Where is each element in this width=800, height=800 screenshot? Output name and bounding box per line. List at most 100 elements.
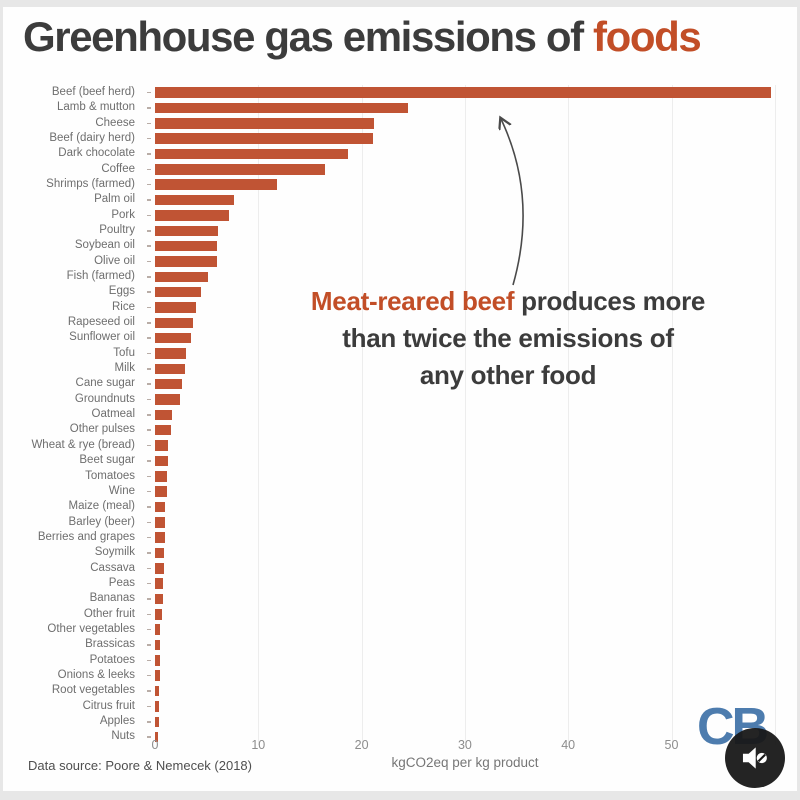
bar <box>155 348 186 359</box>
bar-row: Other pulses <box>3 423 797 438</box>
category-label: Dark chocolate <box>58 147 135 160</box>
bar <box>155 378 182 390</box>
annotation-line-1: Meat-reared beef produces more <box>228 283 788 320</box>
bar <box>155 486 168 497</box>
bar <box>155 701 159 712</box>
gridline <box>361 85 363 745</box>
y-axis-tick <box>147 352 151 355</box>
x-tick-label: 0 <box>151 738 159 752</box>
y-axis-tick <box>147 444 151 447</box>
y-axis-tick <box>147 398 151 401</box>
y-axis-tick <box>147 582 151 585</box>
category-label: Wine <box>108 484 135 497</box>
x-tick-label: 30 <box>457 738 472 752</box>
y-axis-tick <box>147 260 151 263</box>
bar <box>155 731 159 743</box>
bar-row: Barley (beer) <box>3 515 797 530</box>
y-axis-tick <box>147 306 151 309</box>
bar-row: Cheese <box>3 116 797 131</box>
category-label: Cassava <box>90 561 135 574</box>
bar <box>155 332 192 344</box>
bar-row: Fish (farmed) <box>3 269 797 284</box>
category-label: Wheat & rye (bread) <box>31 438 135 451</box>
bar-row: Other vegetables <box>3 622 797 637</box>
category-label: Peas <box>108 576 135 589</box>
bar <box>155 164 326 175</box>
y-axis-tick <box>147 536 151 539</box>
gridline <box>671 85 673 745</box>
bar <box>155 363 185 375</box>
bar-row: Nuts <box>3 729 797 744</box>
speaker-muted-icon <box>742 747 767 769</box>
annotation-arrow-icon <box>483 107 524 286</box>
bar <box>155 194 234 206</box>
bar-row: Beef (beef herd) <box>3 85 797 100</box>
y-axis-tick <box>147 721 151 723</box>
bar <box>155 225 218 237</box>
y-axis-tick <box>147 168 151 171</box>
bar-row: Beet sugar <box>3 453 797 468</box>
category-label: Coffee <box>101 162 135 175</box>
bar-row: Other fruit <box>3 607 797 622</box>
y-axis-tick <box>147 598 151 600</box>
bar-row: Peas <box>3 576 797 591</box>
annotation-highlight: Meat-reared beef <box>310 286 515 316</box>
bar <box>155 639 161 651</box>
annotation-line-3: any other food <box>419 360 597 390</box>
x-tick-label: 10 <box>251 738 266 752</box>
category-label: Beet sugar <box>79 454 135 467</box>
y-axis-tick <box>147 644 151 646</box>
gridline <box>774 85 776 745</box>
bar-row: Wine <box>3 484 797 499</box>
bar <box>155 670 160 681</box>
y-axis-tick <box>147 705 151 708</box>
bar-row: Dark chocolate <box>3 146 797 161</box>
category-label: Other fruit <box>83 607 135 620</box>
bar-row: Pork <box>3 208 797 223</box>
y-axis-tick <box>147 674 151 677</box>
y-axis-tick <box>147 199 151 201</box>
category-label: Potatoes <box>89 653 135 666</box>
bar-row: Oatmeal <box>3 407 797 422</box>
annotation-line-1-rest: produces more <box>514 286 706 316</box>
bar-row: Cane sugar <box>3 377 797 392</box>
category-label: Other vegetables <box>47 622 135 635</box>
y-axis-tick <box>147 137 151 140</box>
bar <box>155 547 165 559</box>
data-source: Data source: Poore & Nemecek (2018) <box>28 758 252 773</box>
category-label: Pork <box>111 208 135 221</box>
mute-button[interactable] <box>725 728 785 788</box>
bar-row: Wheat & rye (bread) <box>3 438 797 453</box>
category-label: Oatmeal <box>91 408 135 421</box>
bar <box>155 133 373 144</box>
bar <box>155 440 169 451</box>
gridline <box>258 85 260 745</box>
category-label: Brassicas <box>85 638 135 651</box>
bar <box>155 532 166 543</box>
category-label: Beef (beef herd) <box>51 85 135 98</box>
bar <box>155 685 160 697</box>
bar-row: Olive oil <box>3 254 797 269</box>
y-axis-tick <box>147 475 151 478</box>
y-axis-tick <box>147 414 151 416</box>
x-axis-label: kgCO2eq per kg product <box>391 755 539 770</box>
y-axis-tick <box>147 460 151 462</box>
y-axis-tick <box>147 245 151 247</box>
bar <box>155 286 202 298</box>
y-axis-tick <box>147 383 151 385</box>
bar-row: Cassava <box>3 561 797 576</box>
bar <box>155 578 164 589</box>
bar-row: Palm oil <box>3 192 797 207</box>
chart-title-main: Greenhouse gas emissions of <box>23 13 593 60</box>
bar <box>155 210 230 221</box>
bar <box>155 179 277 190</box>
y-axis-tick <box>147 690 151 692</box>
category-label: Barley (beer) <box>68 515 135 528</box>
y-axis-tick <box>147 736 151 738</box>
bar-row: Shrimps (farmed) <box>3 177 797 192</box>
y-axis-tick <box>147 322 151 324</box>
y-axis-tick <box>147 214 151 217</box>
category-label: Onions & leeks <box>57 668 135 681</box>
y-axis-tick <box>147 613 151 616</box>
bar-row: Eggs <box>3 284 797 299</box>
